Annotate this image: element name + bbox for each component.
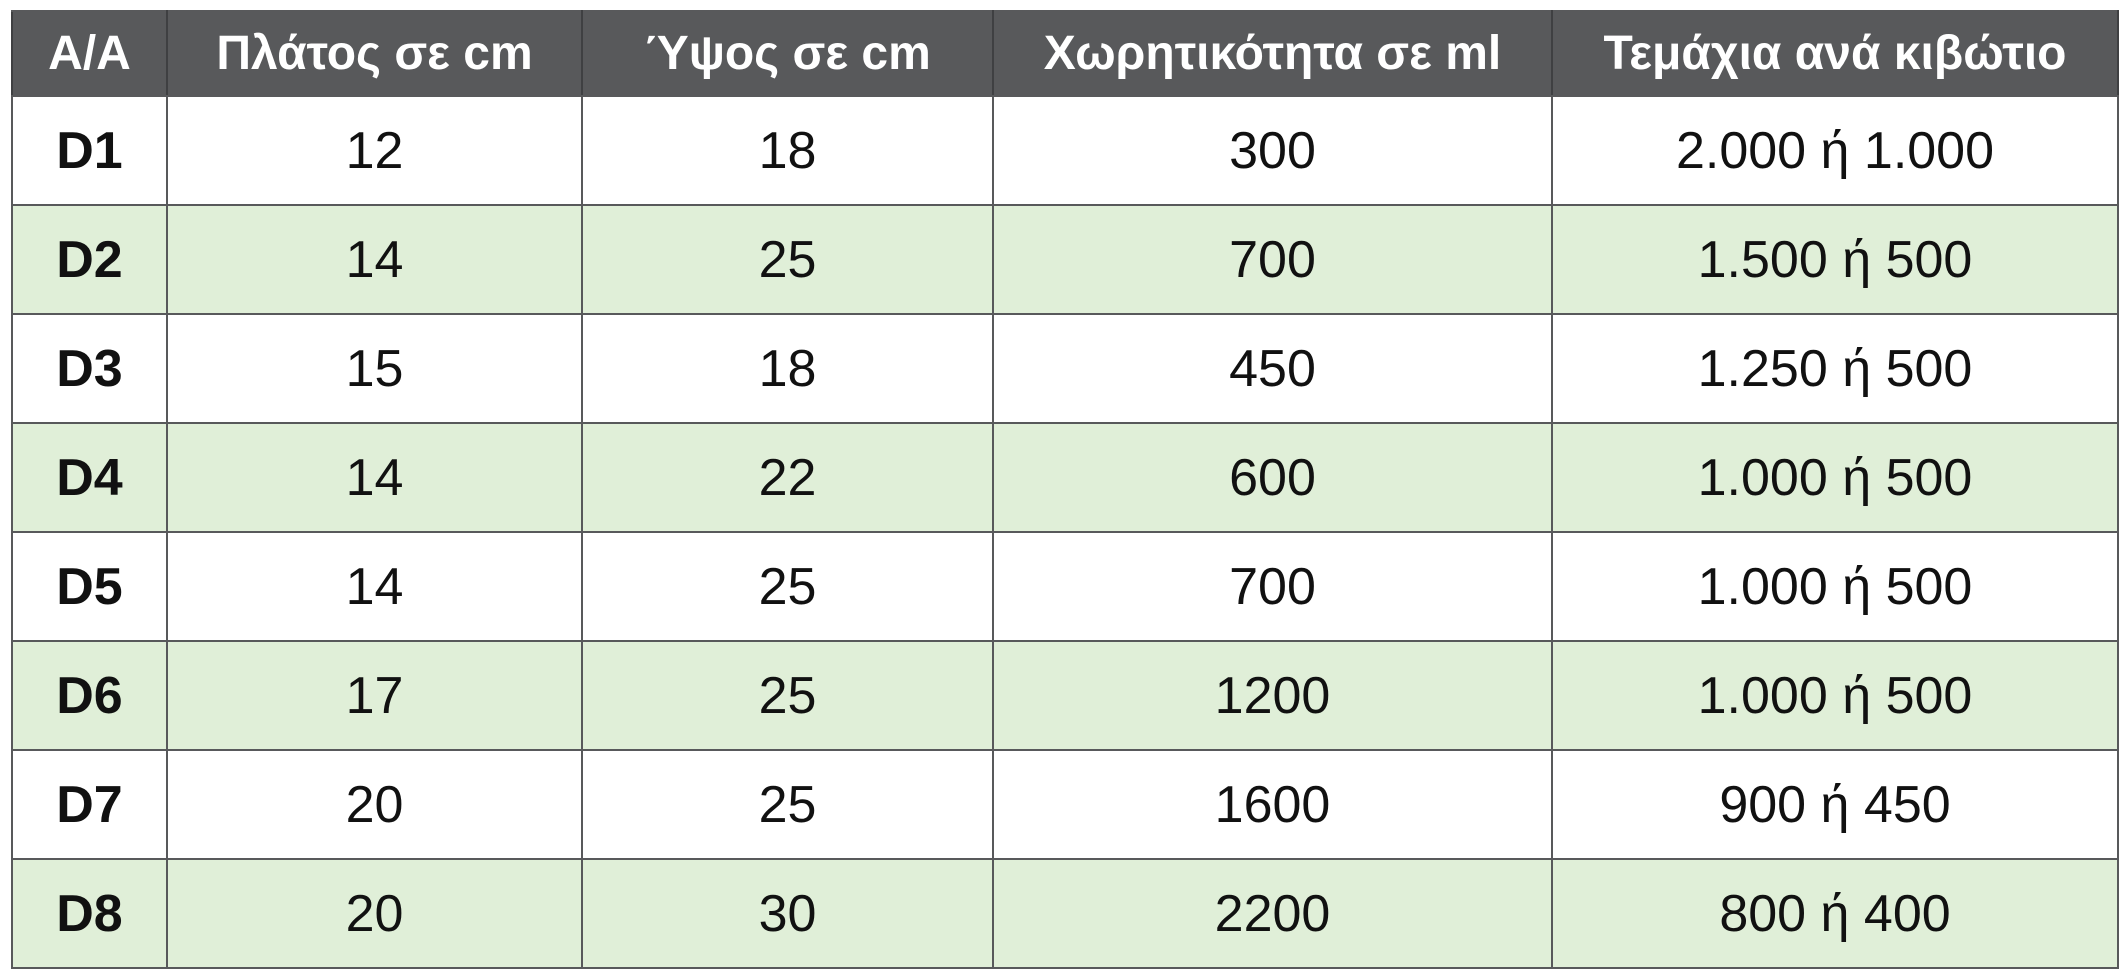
cell-height: 25 (581, 531, 994, 642)
cell-height: 25 (581, 204, 994, 315)
cell-width: 17 (166, 640, 583, 751)
cell-capacity: 2200 (992, 858, 1553, 969)
table-row: D8 20 30 2200 800 ή 400 (11, 858, 2119, 969)
cell-code: D3 (11, 313, 168, 424)
cell-code: D4 (11, 422, 168, 533)
table-row: D7 20 25 1600 900 ή 450 (11, 749, 2119, 860)
product-dimensions-table: A/A Πλάτος σε cm Ύψος σε cm Χωρητικότητα… (11, 10, 2119, 969)
cell-height: 18 (581, 313, 994, 424)
cell-pieces: 900 ή 450 (1551, 749, 2119, 860)
cell-capacity: 600 (992, 422, 1553, 533)
cell-height: 18 (581, 95, 994, 206)
cell-capacity: 1200 (992, 640, 1553, 751)
cell-width: 14 (166, 204, 583, 315)
cell-pieces: 1.000 ή 500 (1551, 640, 2119, 751)
cell-capacity: 700 (992, 204, 1553, 315)
cell-code: D1 (11, 95, 168, 206)
table-row: D6 17 25 1200 1.000 ή 500 (11, 640, 2119, 751)
cell-pieces: 1.500 ή 500 (1551, 204, 2119, 315)
table-row: D1 12 18 300 2.000 ή 1.000 (11, 95, 2119, 206)
table-row: D5 14 25 700 1.000 ή 500 (11, 531, 2119, 642)
table-row: D4 14 22 600 1.000 ή 500 (11, 422, 2119, 533)
cell-width: 15 (166, 313, 583, 424)
cell-height: 25 (581, 749, 994, 860)
header-pieces-per-box: Τεμάχια ανά κιβώτιο (1551, 10, 2119, 97)
cell-code: D6 (11, 640, 168, 751)
cell-code: D5 (11, 531, 168, 642)
header-capacity: Χωρητικότητα σε ml (992, 10, 1553, 97)
table-row: D3 15 18 450 1.250 ή 500 (11, 313, 2119, 424)
table-header-row: A/A Πλάτος σε cm Ύψος σε cm Χωρητικότητα… (11, 10, 2119, 97)
cell-code: D7 (11, 749, 168, 860)
header-height: Ύψος σε cm (581, 10, 994, 97)
cell-code: D8 (11, 858, 168, 969)
cell-capacity: 700 (992, 531, 1553, 642)
header-width: Πλάτος σε cm (166, 10, 583, 97)
cell-pieces: 1.000 ή 500 (1551, 531, 2119, 642)
cell-code: D2 (11, 204, 168, 315)
header-aa: A/A (11, 10, 168, 97)
cell-pieces: 2.000 ή 1.000 (1551, 95, 2119, 206)
cell-height: 22 (581, 422, 994, 533)
cell-width: 14 (166, 422, 583, 533)
cell-width: 14 (166, 531, 583, 642)
cell-pieces: 1.250 ή 500 (1551, 313, 2119, 424)
cell-width: 20 (166, 858, 583, 969)
cell-height: 25 (581, 640, 994, 751)
cell-width: 12 (166, 95, 583, 206)
cell-pieces: 800 ή 400 (1551, 858, 2119, 969)
table-row: D2 14 25 700 1.500 ή 500 (11, 204, 2119, 315)
cell-pieces: 1.000 ή 500 (1551, 422, 2119, 533)
cell-capacity: 450 (992, 313, 1553, 424)
cell-capacity: 1600 (992, 749, 1553, 860)
cell-capacity: 300 (992, 95, 1553, 206)
cell-width: 20 (166, 749, 583, 860)
cell-height: 30 (581, 858, 994, 969)
